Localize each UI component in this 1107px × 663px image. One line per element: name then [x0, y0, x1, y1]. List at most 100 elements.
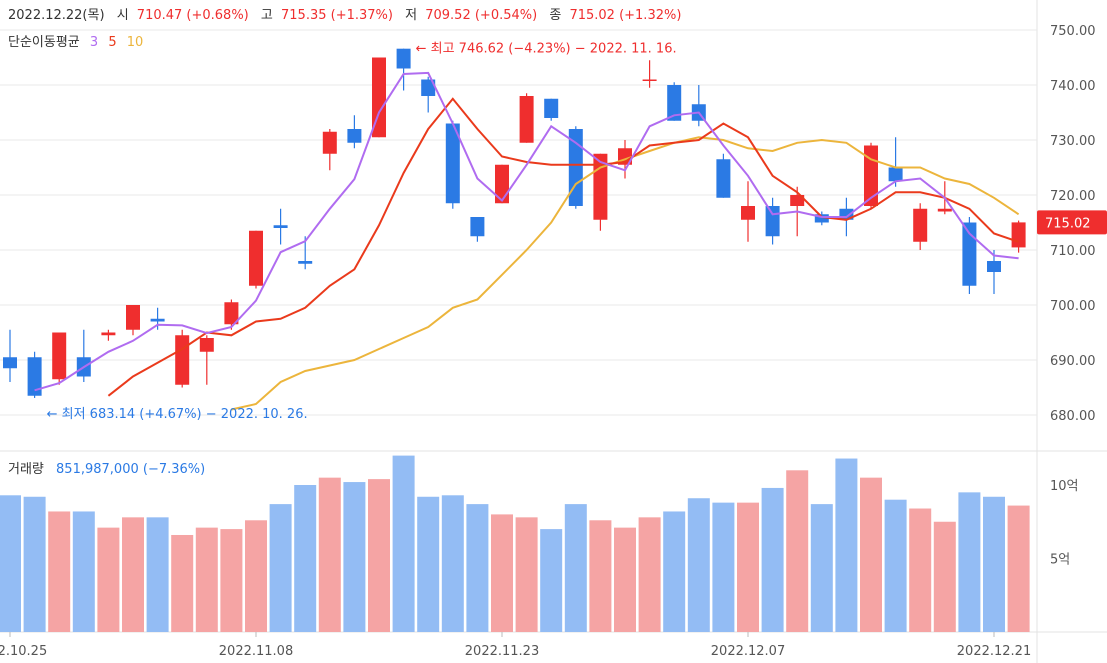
candle-body [937, 208, 952, 212]
moving-averages [34, 71, 1020, 411]
ma10-line [231, 136, 1020, 411]
volume-bar [441, 495, 464, 632]
candle-body [814, 214, 829, 223]
price-tick-label: 730.00 [1050, 134, 1096, 149]
candle-body [519, 96, 534, 143]
header-close-label: 종 [549, 8, 561, 23]
candle-body [3, 357, 17, 369]
volume-header: 거래량 851,987,000 (−7.36%) [8, 462, 205, 477]
volume-bar [466, 504, 489, 632]
volume-bar [884, 499, 907, 632]
candles [3, 48, 1026, 398]
header-low-label: 저 [405, 8, 417, 23]
time-tick-label: 2022.12.07 [711, 644, 785, 659]
ma-legend: 단순이동평균 3 5 10 [8, 35, 143, 50]
candle-body [495, 164, 509, 204]
volume-bar [712, 502, 735, 632]
price-tick-label: 720.00 [1050, 189, 1096, 204]
volume-bar [23, 496, 46, 632]
max-annotation: ← 최고 746.62 (−4.23%) − 2022. 11. 16. [416, 42, 677, 57]
price-tick-label: 740.00 [1050, 79, 1096, 94]
volume-bar [663, 511, 686, 632]
volume-bar [318, 477, 341, 632]
candle-body [913, 208, 928, 242]
candle-body [175, 335, 190, 385]
volume-bar [761, 487, 784, 632]
volume-bar [540, 529, 563, 632]
price-tick-label: 710.00 [1050, 244, 1096, 259]
volume-bar [97, 527, 120, 632]
header-high-value: 715.35 (+1.37%) [281, 8, 393, 23]
candle-body [199, 338, 214, 352]
candle-body [273, 225, 288, 228]
ma-legend-label: 단순이동평균 [8, 35, 80, 50]
ma-legend-5: 5 [108, 35, 116, 50]
volume-bar [687, 498, 710, 632]
candle-body [839, 208, 854, 220]
candle-body [347, 129, 362, 143]
candle-body [741, 206, 755, 220]
candle-body [544, 98, 559, 118]
volume-bar [983, 496, 1005, 632]
candle-body [568, 129, 583, 206]
volume-bar [589, 520, 612, 632]
min-annotation: ← 최저 683.14 (+4.67%) − 2022. 10. 26. [47, 407, 308, 422]
volume-bar [0, 495, 21, 632]
candle-body [27, 357, 42, 396]
volume-bar [72, 511, 95, 632]
volume-bar [860, 477, 882, 632]
candle-body [790, 195, 805, 206]
volume-bar [515, 517, 538, 632]
candle-body [445, 123, 460, 204]
candle-body [52, 332, 67, 380]
volume-bar [146, 517, 169, 632]
candle-body [765, 206, 780, 237]
current-price-badge: 715.02 [1037, 210, 1107, 235]
volume-bar [835, 458, 858, 632]
candle-body [1011, 222, 1026, 248]
volume-bar [786, 470, 809, 632]
volume-bar [417, 496, 440, 632]
volume-bar [1007, 505, 1030, 632]
volume-bar [638, 517, 661, 632]
volume-bar [491, 514, 513, 632]
candle-body [962, 222, 977, 286]
volume-bar [614, 527, 636, 632]
ma-legend-10: 10 [127, 35, 144, 50]
ma5-line [107, 97, 1019, 397]
axes: 750.00 740.00 730.00 720.00 710.00 700.00 690.… [0, 24, 1096, 659]
volume-bar [909, 508, 932, 632]
volume-tick-label: 10억 [1050, 479, 1079, 494]
ma-legend-3: 3 [90, 35, 98, 50]
candle-body [888, 167, 903, 182]
header-date: 2022.12.22(목) [8, 8, 105, 23]
candle-body [249, 230, 263, 286]
volume-bar [48, 511, 71, 632]
time-tick-label: 2022.11.23 [465, 644, 539, 659]
volume-bars [0, 455, 1030, 632]
price-tick-label: 680.00 [1050, 409, 1096, 424]
volume-bar [245, 520, 267, 632]
volume-bar [195, 527, 218, 632]
candle-body [667, 85, 682, 121]
volume-bar [220, 529, 243, 632]
header-close-value: 715.02 (+1.32%) [569, 8, 681, 23]
ma3-line [34, 71, 1019, 392]
price-tick-label: 750.00 [1050, 24, 1096, 39]
volume-bar [269, 504, 292, 632]
candle-body [150, 318, 165, 322]
candle-body [470, 217, 485, 237]
candle-body [396, 48, 411, 69]
candle-body [421, 79, 436, 96]
volume-value: 851,987,000 (−7.36%) [56, 462, 205, 477]
price-tick-label: 700.00 [1050, 299, 1096, 314]
candle-body [126, 305, 140, 330]
header-low-value: 709.52 (+0.54%) [425, 8, 537, 23]
header-open-value: 710.47 (+0.68%) [137, 8, 249, 23]
header-high-label: 고 [261, 8, 273, 23]
volume-bar [294, 485, 317, 632]
volume-bar [933, 521, 956, 632]
volume-bar [564, 504, 587, 632]
time-tick-label: 2022.11.08 [219, 644, 293, 659]
